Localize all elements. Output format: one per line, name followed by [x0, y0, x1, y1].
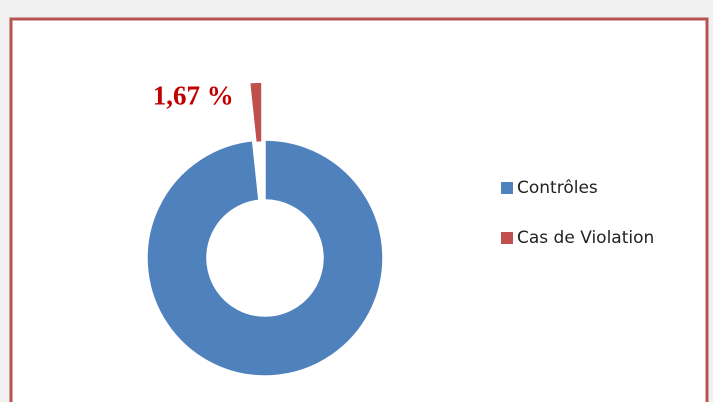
- slice: [146, 139, 384, 377]
- slice: [248, 81, 263, 144]
- legend-text: Contrôles: [517, 178, 598, 198]
- legend-swatch: [501, 182, 513, 194]
- legend-text: Cas de Violation: [517, 228, 654, 248]
- legend-swatch: [501, 232, 513, 244]
- value-label: 1,67 %: [153, 80, 234, 110]
